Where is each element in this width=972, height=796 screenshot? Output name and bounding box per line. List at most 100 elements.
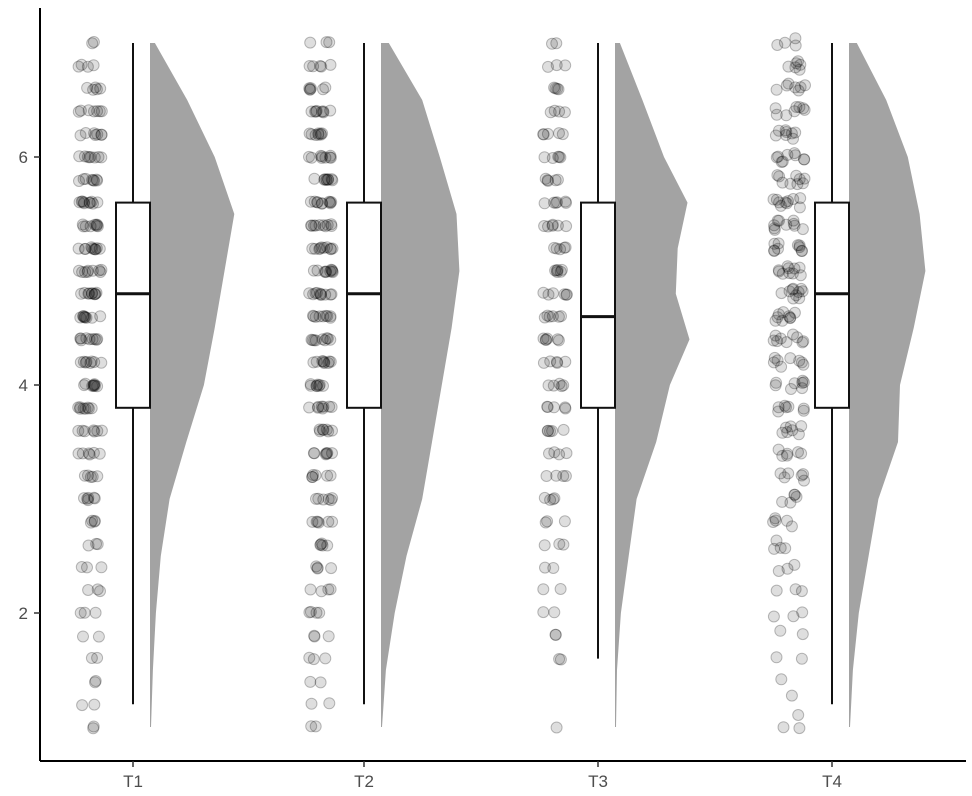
data-point (549, 628, 562, 641)
data-point (79, 402, 92, 415)
data-point (75, 58, 88, 71)
data-point (83, 151, 96, 164)
data-point (792, 709, 805, 721)
data-point (311, 378, 324, 391)
data-point (86, 311, 98, 324)
data-point (539, 172, 552, 185)
data-point (323, 195, 336, 208)
data-point (90, 173, 103, 186)
data-point (770, 83, 783, 96)
data-point (782, 467, 795, 480)
data-point (798, 172, 811, 185)
data-point (795, 469, 808, 482)
data-point (306, 471, 319, 483)
data-point (83, 196, 96, 209)
data-point (320, 447, 333, 460)
data-point (560, 288, 573, 301)
data-point (787, 610, 800, 623)
data-point (774, 624, 787, 637)
data-point (94, 310, 107, 323)
data-point (787, 282, 800, 295)
data-point (797, 402, 810, 415)
data-point (324, 197, 337, 210)
data-point (305, 128, 318, 141)
data-point (771, 169, 784, 182)
data-point (314, 60, 327, 72)
data-point (781, 260, 794, 273)
data-point (324, 149, 337, 162)
data-point (314, 539, 327, 551)
data-point (309, 105, 322, 118)
data-point (317, 106, 330, 119)
data-point (91, 538, 104, 551)
data-point (552, 150, 565, 163)
data-point (307, 309, 319, 322)
data-point (72, 105, 85, 118)
data-point (793, 292, 806, 305)
data-point (781, 447, 794, 460)
data-point (772, 405, 785, 418)
data-point (317, 493, 330, 506)
data-point (78, 243, 91, 255)
data-point (541, 332, 554, 345)
data-point (767, 356, 780, 369)
data-point (313, 243, 326, 256)
data-point (86, 470, 99, 483)
data-point (78, 310, 91, 323)
data-point (548, 492, 561, 505)
data-point (317, 105, 330, 118)
data-point (77, 402, 90, 415)
data-point (324, 104, 337, 117)
data-point (311, 196, 324, 209)
data-point (77, 310, 90, 322)
x-tick-label-t1: T1 (123, 772, 143, 791)
data-point (551, 173, 564, 186)
data-point (77, 355, 90, 368)
data-point (558, 241, 571, 254)
data-point (546, 425, 559, 437)
data-point (317, 219, 330, 232)
data-point (772, 150, 785, 163)
data-point (91, 583, 104, 596)
data-point (795, 585, 808, 598)
data-point (537, 332, 550, 345)
data-point (317, 355, 330, 368)
data-point (326, 265, 339, 278)
data-point (314, 287, 327, 300)
y-tick-label-2: 2 (19, 604, 28, 623)
data-point (779, 129, 792, 141)
data-point (322, 173, 335, 186)
data-point (81, 492, 94, 505)
data-point (303, 82, 316, 95)
data-point (795, 420, 808, 433)
data-point (315, 585, 328, 598)
data-point (310, 515, 323, 528)
data-point (794, 192, 807, 205)
data-point (551, 356, 564, 369)
data-point (326, 492, 339, 505)
data-point (553, 653, 566, 665)
data-point (81, 561, 93, 574)
data-point (86, 287, 99, 300)
box-t4 (814, 201, 850, 409)
data-point (307, 288, 320, 301)
data-point (93, 242, 106, 255)
data-point (788, 488, 801, 501)
data-point (560, 220, 573, 233)
data-point (554, 583, 567, 595)
data-point (324, 333, 337, 346)
data-point (787, 132, 799, 145)
data-point (320, 174, 333, 186)
data-point (92, 630, 105, 643)
data-point (310, 104, 323, 117)
data-point (779, 196, 792, 209)
data-point (320, 309, 332, 322)
data-point (321, 219, 334, 231)
data-point (769, 102, 782, 115)
data-point (552, 83, 565, 96)
data-point (82, 402, 95, 415)
data-point (74, 311, 87, 324)
data-point (316, 402, 329, 415)
data-point (550, 356, 563, 368)
data-point (94, 585, 106, 598)
